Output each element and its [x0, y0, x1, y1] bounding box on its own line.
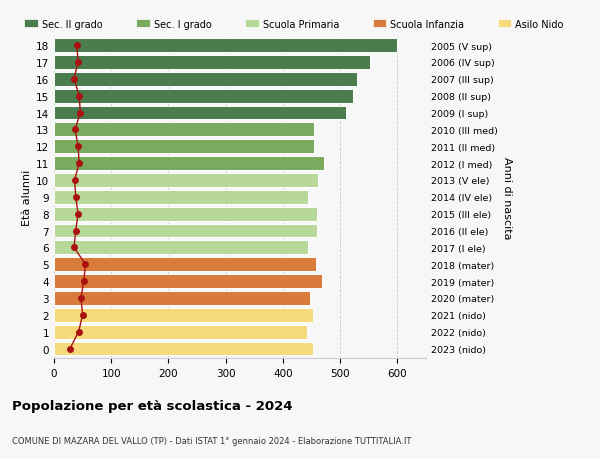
Bar — [54, 241, 308, 255]
Bar — [54, 207, 317, 221]
Bar — [54, 258, 316, 272]
Bar — [54, 274, 322, 288]
Bar — [54, 291, 310, 305]
Bar — [54, 39, 397, 53]
Bar — [54, 56, 370, 70]
Legend: Sec. II grado, Sec. I grado, Scuola Primaria, Scuola Infanzia, Asilo Nido, Stran: Sec. II grado, Sec. I grado, Scuola Prim… — [20, 16, 600, 34]
Bar — [54, 90, 353, 103]
Bar — [54, 224, 317, 238]
Bar — [54, 174, 319, 187]
Text: COMUNE DI MAZARA DEL VALLO (TP) - Dati ISTAT 1° gennaio 2024 - Elaborazione TUTT: COMUNE DI MAZARA DEL VALLO (TP) - Dati I… — [12, 436, 412, 445]
Bar — [54, 190, 308, 204]
Bar — [54, 106, 346, 120]
Bar — [54, 308, 313, 322]
Text: Popolazione per età scolastica - 2024: Popolazione per età scolastica - 2024 — [12, 399, 293, 412]
Bar — [54, 123, 314, 137]
Bar — [54, 73, 358, 86]
Y-axis label: Età alunni: Età alunni — [22, 169, 32, 225]
Bar — [54, 140, 314, 154]
Bar — [54, 325, 307, 339]
Y-axis label: Anni di nascita: Anni di nascita — [502, 156, 512, 239]
Bar — [54, 157, 324, 171]
Bar — [54, 342, 313, 356]
